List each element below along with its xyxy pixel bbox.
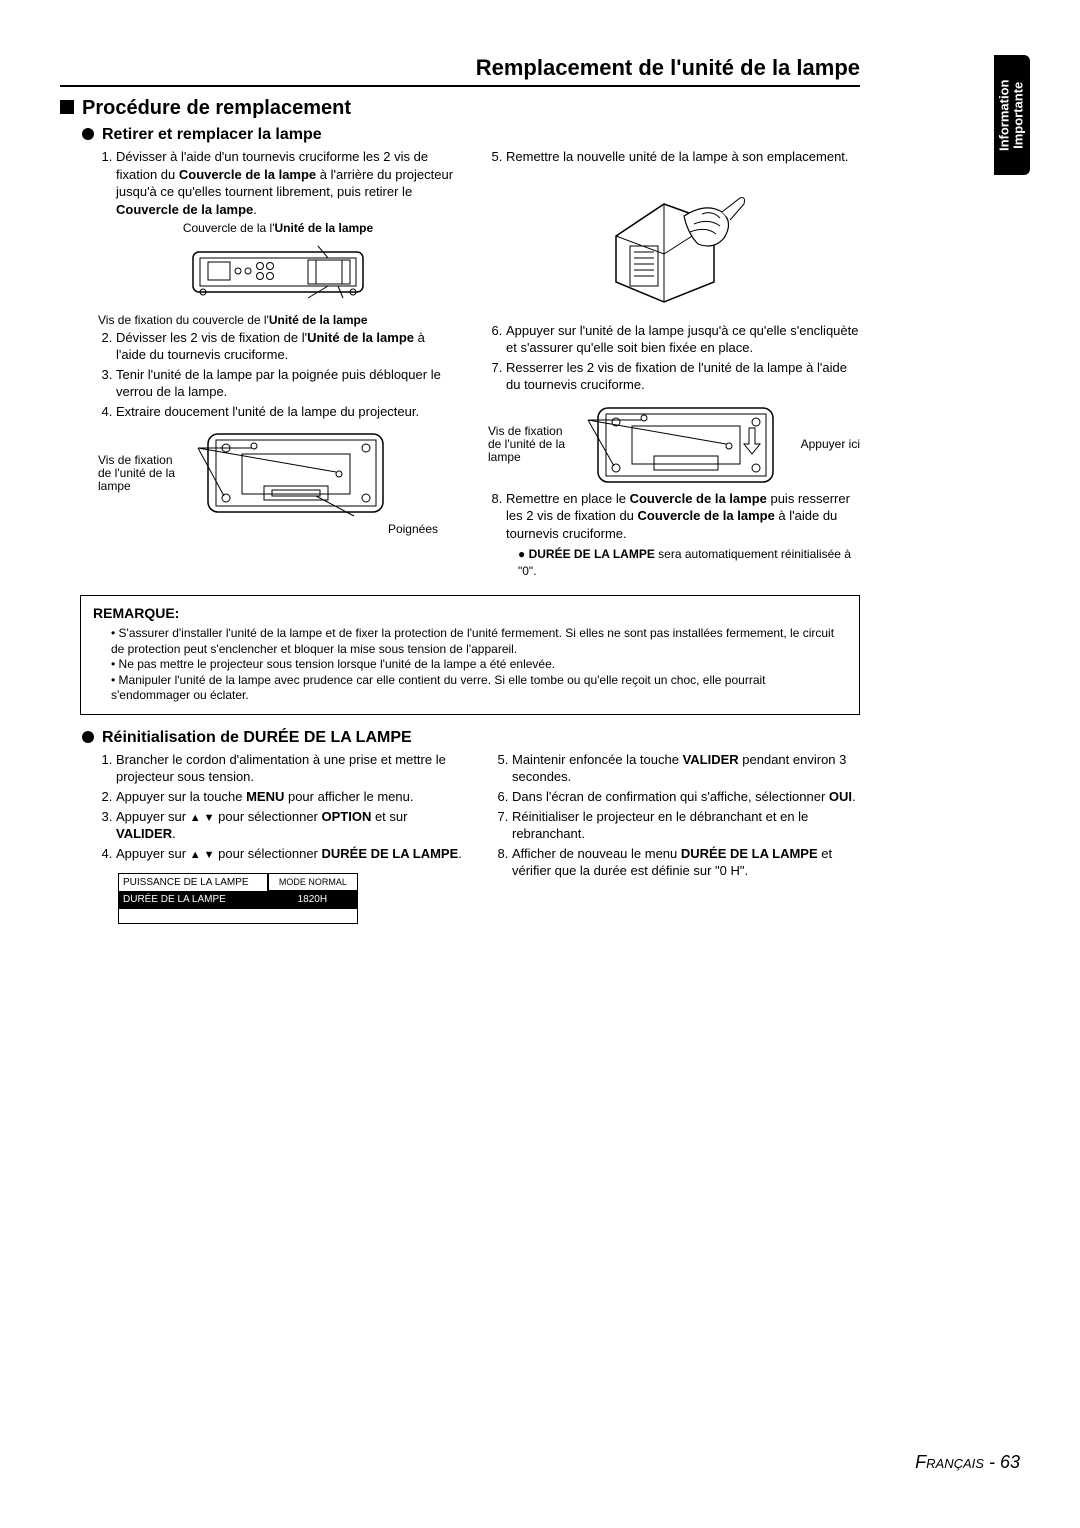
table-cell: PUISSANCE DE LA LAMPE bbox=[119, 874, 268, 892]
remark-item-1: S'assurer d'installer l'unité de la lamp… bbox=[111, 626, 847, 657]
page-title: Remplacement de l'unité de la lampe bbox=[60, 55, 860, 87]
side-tab: Information Importante bbox=[994, 55, 1030, 175]
reset-step-2: Appuyer sur la touche MENU pour afficher… bbox=[116, 788, 464, 806]
subsection-2-heading: Réinitialisation de DURÉE DE LA LAMPE bbox=[82, 729, 860, 747]
fig1-caption-top: Couvercle de la l'Unité de la lampe bbox=[98, 220, 458, 236]
fig3-left-label: Vis de fixation de l'unité de la lampe bbox=[488, 425, 578, 465]
table-cell: 1820H bbox=[268, 891, 357, 909]
step-8: Remettre en place le Couvercle de la lam… bbox=[506, 490, 860, 579]
reset-step-5: Maintenir enfoncée la touche VALIDER pen… bbox=[512, 751, 860, 786]
menu-table: PUISSANCE DE LA LAMPE MODE NORMAL DURÉE … bbox=[118, 873, 358, 924]
reset-step-1: Brancher le cordon d'alimentation à une … bbox=[116, 751, 464, 786]
table-cell: DURÉE DE LA LAMPE bbox=[119, 891, 268, 909]
two-column-section-2: Brancher le cordon d'alimentation à une … bbox=[98, 751, 860, 924]
projector-bottom-icon bbox=[194, 426, 394, 521]
side-tab-l2: Importante bbox=[1011, 81, 1026, 148]
step-4: Extraire doucement l'unité de la lampe d… bbox=[116, 403, 458, 421]
remark-item-3: Manipuler l'unité de la lampe avec prude… bbox=[111, 673, 847, 704]
step-6: Appuyer sur l'unité de la lampe jusqu'à … bbox=[506, 322, 860, 357]
two-column-section-1: Dévisser à l'aide d'un tournevis crucifo… bbox=[98, 148, 860, 581]
step-2: Dévisser les 2 vis de fixation de l'Unit… bbox=[116, 329, 458, 364]
footer-language: Français bbox=[915, 1452, 984, 1472]
figure-3-row: Vis de fixation de l'unité de la lampe bbox=[488, 400, 860, 490]
reset-step-7: Réinitialiser le projecteur en le débran… bbox=[512, 808, 860, 843]
right-column-1: Remettre la nouvelle unité de la lampe à… bbox=[488, 148, 860, 581]
left-column-2: Brancher le cordon d'alimentation à une … bbox=[98, 751, 464, 924]
fig2-right-label: Poignées bbox=[98, 521, 438, 537]
reset-step-4: Appuyer sur ▲ ▼ pour sélectionner DURÉE … bbox=[116, 845, 464, 863]
step-1: Dévisser à l'aide d'un tournevis crucifo… bbox=[116, 148, 458, 218]
square-bullet-icon bbox=[60, 100, 74, 114]
step-7: Resserrer les 2 vis de fixation de l'uni… bbox=[506, 359, 860, 394]
triangle-up-down-icon: ▲ ▼ bbox=[190, 849, 215, 861]
fig1-caption-bottom: Vis de fixation du couvercle de l'Unité … bbox=[98, 312, 458, 328]
footer-sep: - bbox=[984, 1452, 1000, 1472]
reset-step-3: Appuyer sur ▲ ▼ pour sélectionner OPTION… bbox=[116, 808, 464, 843]
fig2-left-label: Vis de fixation de l'unité de la lampe bbox=[98, 454, 188, 494]
step-8-sub: DURÉE DE LA LAMPE sera automatiquement r… bbox=[518, 546, 860, 578]
table-row bbox=[119, 909, 357, 923]
table-cell: MODE NORMAL bbox=[268, 874, 357, 892]
step-3: Tenir l'unité de la lampe par la poignée… bbox=[116, 366, 458, 401]
left-column-1: Dévisser à l'aide d'un tournevis crucifo… bbox=[98, 148, 458, 581]
remark-box: REMARQUE: S'assurer d'installer l'unité … bbox=[80, 595, 860, 715]
right-column-2: Maintenir enfoncée la touche VALIDER pen… bbox=[494, 751, 860, 924]
figure-projector-rear bbox=[98, 244, 458, 304]
reset-step-6: Dans l'écran de confirmation qui s'affic… bbox=[512, 788, 860, 806]
page-content: Remplacement de l'unité de la lampe Proc… bbox=[60, 55, 860, 924]
dot-bullet-icon bbox=[82, 128, 94, 140]
footer-page-number: 63 bbox=[1000, 1452, 1020, 1472]
table-row: PUISSANCE DE LA LAMPE MODE NORMAL bbox=[119, 874, 357, 892]
step-5: Remettre la nouvelle unité de la lampe à… bbox=[506, 148, 860, 166]
remark-title: REMARQUE: bbox=[93, 604, 847, 622]
remark-item-2: Ne pas mettre le projecteur sous tension… bbox=[111, 657, 847, 673]
triangle-up-down-icon: ▲ ▼ bbox=[190, 812, 215, 824]
table-row: DURÉE DE LA LAMPE 1820H bbox=[119, 891, 357, 909]
projector-rear-icon bbox=[188, 244, 368, 304]
fig3-right-label: Appuyer ici bbox=[790, 438, 860, 451]
figure-2-row: Vis de fixation de l'unité de la lampe bbox=[98, 426, 458, 521]
lamp-insert-icon bbox=[594, 174, 754, 314]
reset-step-8: Afficher de nouveau le menu DURÉE DE LA … bbox=[512, 845, 860, 880]
projector-bottom-press-icon bbox=[584, 400, 784, 490]
section-heading: Procédure de remplacement bbox=[60, 97, 860, 120]
page-footer: Français - 63 bbox=[915, 1452, 1020, 1473]
dot-bullet-icon bbox=[82, 731, 94, 743]
side-tab-l1: Information bbox=[997, 79, 1012, 151]
figure-lamp-insert bbox=[488, 174, 860, 314]
subsection-1-heading: Retirer et remplacer la lampe bbox=[82, 126, 860, 144]
